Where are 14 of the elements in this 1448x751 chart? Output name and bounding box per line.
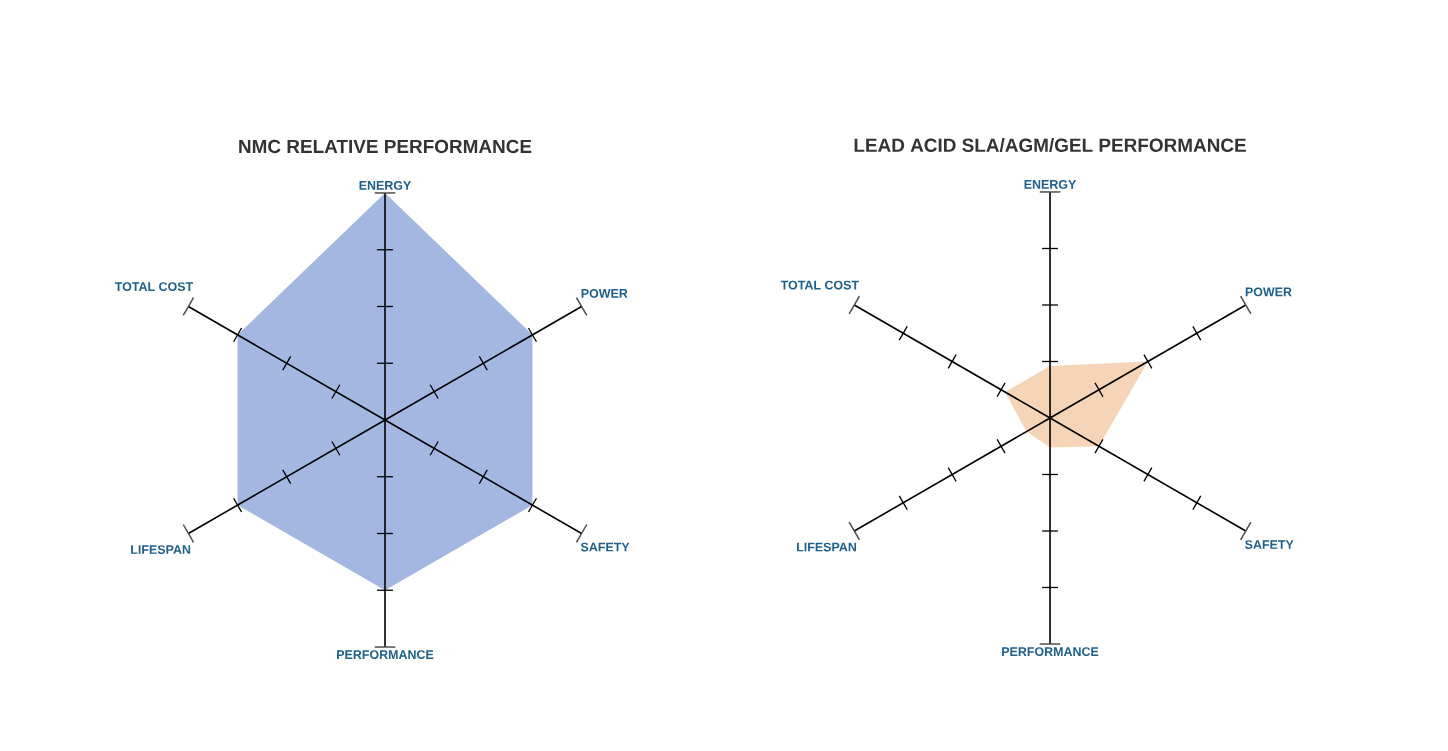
spoke-label: PERFORMANCE xyxy=(1002,647,1099,657)
spoke-label: TOTAL COST xyxy=(780,280,859,290)
spoke-label: TOTAL COST xyxy=(114,282,194,292)
spoke-label: PERFORMANCE xyxy=(337,650,434,660)
spoke-label: ENERGY xyxy=(359,180,412,190)
spoke-label: POWER xyxy=(1245,287,1292,297)
chart-title: LEAD ACID SLA/AGM/GEL PERFORMANCE xyxy=(854,138,1246,153)
spoke-label: SAFETY xyxy=(1245,540,1294,549)
spoke-label: LIFESPAN xyxy=(796,542,856,552)
spoke-label: LIFESPAN xyxy=(131,545,191,554)
spoke-label: ENERGY xyxy=(1024,179,1077,189)
spoke-label: POWER xyxy=(581,288,628,298)
chart-title: NMC RELATIVE PERFORMANCE xyxy=(239,139,532,154)
spoke-label: SAFETY xyxy=(580,542,630,552)
